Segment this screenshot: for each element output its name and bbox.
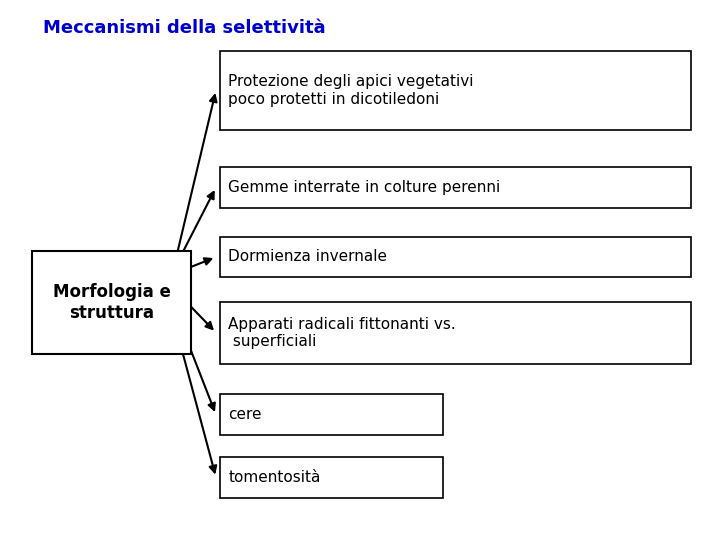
Text: Apparati radicali fittonanti vs.
 superficiali: Apparati radicali fittonanti vs. superfi… bbox=[228, 316, 456, 349]
Bar bbox=[220, 167, 691, 208]
Text: Protezione degli apici vegetativi
poco protetti in dicotiledoni: Protezione degli apici vegetativi poco p… bbox=[228, 74, 474, 106]
Text: Meccanismi della selettività: Meccanismi della selettività bbox=[43, 19, 326, 37]
Bar bbox=[220, 394, 443, 435]
Text: tomentosità: tomentosità bbox=[228, 470, 320, 485]
Text: Gemme interrate in colture perenni: Gemme interrate in colture perenni bbox=[228, 180, 500, 195]
Bar bbox=[220, 51, 691, 130]
Bar bbox=[220, 237, 691, 277]
Bar bbox=[220, 302, 691, 364]
Text: cere: cere bbox=[228, 407, 262, 422]
Bar bbox=[32, 251, 191, 354]
Text: Dormienza invernale: Dormienza invernale bbox=[228, 249, 387, 264]
Bar bbox=[220, 457, 443, 498]
Text: Morfologia e
struttura: Morfologia e struttura bbox=[53, 283, 171, 322]
